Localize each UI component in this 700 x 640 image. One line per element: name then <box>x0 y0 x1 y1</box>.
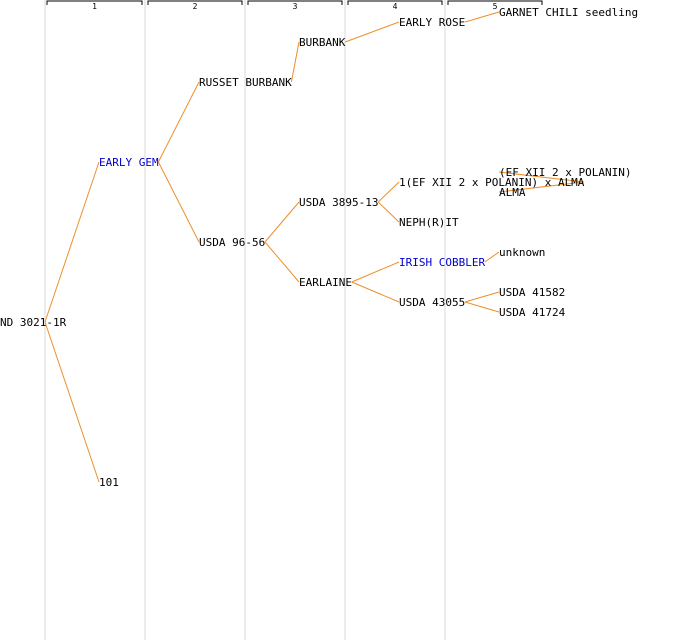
pedigree-edge <box>157 81 200 163</box>
node-early-rose: EARLY ROSE <box>399 16 465 29</box>
generation-header: 1 2 3 4 5 <box>46 0 543 11</box>
node-usda-41724: USDA 41724 <box>499 306 566 319</box>
pedigree-edge <box>464 11 500 23</box>
generation-column-lines <box>44 0 446 640</box>
generation-bracket <box>247 0 343 5</box>
node-earlaine: EARLAINE <box>299 276 352 289</box>
pedigree-edge <box>157 161 200 243</box>
pedigree-edge <box>464 291 500 303</box>
node-ef-cross: (EF XII 2 x POLANIN) <box>499 166 631 179</box>
pedigree-edge <box>351 261 400 283</box>
node-irish-cobbler[interactable]: IRISH COBBLER <box>399 256 485 269</box>
generation-number: 5 <box>493 2 498 11</box>
node-alma: ALMA <box>499 186 526 199</box>
node-garnet-chili: GARNET CHILI seedling <box>499 6 638 19</box>
pedigree-edge <box>498 171 584 183</box>
node-burbank: BURBANK <box>299 36 346 49</box>
pedigree-edge <box>377 181 400 203</box>
node-early-gem[interactable]: EARLY GEM <box>99 156 159 169</box>
generation-number: 2 <box>193 2 198 11</box>
node-unknown: unknown <box>499 246 545 259</box>
node-russet-burbank: RUSSET BURBANK <box>199 76 292 89</box>
pedigree-edge <box>484 251 500 263</box>
node-usda-3895-13: USDA 3895-13 <box>299 196 378 209</box>
node-ef-cross-alma: 1(EF XII 2 x POLANIN) x ALMA <box>399 176 585 189</box>
generation-number: 3 <box>293 2 298 11</box>
pedigree-edge <box>264 201 300 243</box>
pedigree-edge <box>464 301 500 313</box>
generation-number: 1 <box>92 2 97 11</box>
generation-bracket <box>447 0 543 5</box>
pedigree-edge <box>44 321 100 483</box>
pedigree-edges <box>44 11 584 483</box>
node-usda-43055: USDA 43055 <box>399 296 465 309</box>
node-nephrit: NEPH(R)IT <box>399 216 459 229</box>
pedigree-edge <box>377 201 400 223</box>
pedigree-node-labels: ND 3021-1R EARLY GEM 101 RUSSET BURBANK USDA… <box>0 6 638 489</box>
generation-bracket <box>46 0 143 5</box>
generation-bracket <box>347 0 443 5</box>
node-usda-96-56: USDA 96-56 <box>199 236 265 249</box>
node-n101: 101 <box>99 476 119 489</box>
pedigree-edge <box>345 21 400 43</box>
generation-bracket <box>147 0 243 5</box>
pedigree-edge <box>351 281 400 303</box>
node-usda-41582: USDA 41582 <box>499 286 565 299</box>
pedigree-edge <box>498 181 584 193</box>
node-root: ND 3021-1R <box>0 316 67 329</box>
generation-number: 4 <box>393 2 398 11</box>
pedigree-edge <box>44 161 100 323</box>
pedigree-edge <box>264 241 300 283</box>
pedigree-edge <box>290 41 300 83</box>
